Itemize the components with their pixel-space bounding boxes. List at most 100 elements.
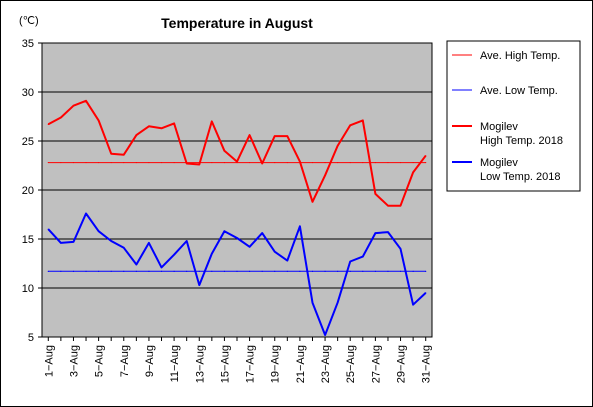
data-point — [85, 161, 87, 164]
data-point — [198, 163, 200, 166]
data-point — [412, 161, 414, 164]
data-point — [135, 134, 137, 136]
data-point — [261, 162, 263, 165]
data-point — [223, 230, 226, 232]
data-point — [160, 161, 163, 164]
data-point — [148, 242, 150, 244]
data-point — [135, 161, 137, 164]
data-point — [110, 153, 112, 155]
data-point — [387, 161, 389, 164]
x-tick-label: 3−Aug — [68, 345, 80, 377]
data-point — [286, 161, 288, 164]
data-point — [374, 193, 376, 195]
data-point — [236, 237, 238, 239]
data-point — [374, 161, 376, 164]
data-point — [387, 205, 389, 207]
data-point — [148, 270, 150, 272]
data-point — [72, 241, 75, 243]
data-point — [425, 155, 427, 157]
data-point — [160, 127, 163, 129]
legend-label-0: Ave. High Temp. — [480, 50, 560, 62]
data-point — [299, 225, 301, 227]
data-point — [135, 270, 137, 272]
data-point — [135, 263, 137, 266]
data-point — [173, 254, 175, 256]
legend-label-2-line-0: Mogilev — [480, 121, 518, 133]
x-tick-label: 27−Aug — [370, 345, 382, 383]
data-point — [311, 302, 314, 304]
data-point — [349, 124, 351, 126]
data-point — [261, 270, 263, 272]
data-point — [60, 116, 62, 119]
data-point — [286, 270, 288, 272]
legend-label-3-line-0: Mogilev — [480, 157, 518, 169]
data-point — [223, 150, 226, 152]
data-point — [211, 270, 213, 272]
y-tick-label: 10 — [22, 283, 34, 295]
y-tick-label: 35 — [22, 38, 34, 50]
data-point — [148, 125, 150, 127]
data-point — [387, 270, 389, 272]
data-point — [324, 161, 326, 164]
x-tick-label: 19−Aug — [270, 345, 282, 383]
data-point — [349, 260, 351, 263]
data-point — [173, 122, 175, 124]
x-tick-label: 25−Aug — [345, 345, 357, 383]
data-point — [425, 161, 427, 164]
data-point — [374, 270, 376, 272]
data-point — [98, 270, 100, 272]
data-point — [123, 154, 125, 156]
data-point — [399, 270, 402, 272]
data-point — [311, 270, 314, 272]
data-point — [173, 161, 175, 164]
data-point — [186, 270, 188, 272]
data-point — [198, 270, 200, 272]
data-point — [47, 123, 49, 125]
x-tick-label: 11−Aug — [169, 345, 181, 382]
data-point — [47, 228, 49, 230]
data-point — [60, 161, 62, 164]
data-point — [248, 270, 251, 272]
data-point — [412, 270, 414, 272]
data-point — [85, 100, 87, 102]
y-tick-label: 15 — [22, 234, 34, 246]
data-point — [186, 240, 188, 242]
x-tick-label: 7−Aug — [119, 345, 131, 377]
data-point — [248, 161, 251, 164]
data-point — [148, 161, 150, 164]
x-tick-label: 13−Aug — [194, 345, 206, 383]
data-point — [399, 248, 402, 250]
data-point — [173, 270, 175, 272]
legend-box — [446, 40, 581, 192]
data-point — [311, 201, 314, 203]
y-tick-label: 5 — [28, 332, 34, 344]
data-point — [349, 270, 351, 272]
legend-label-3-line-1: Low Temp. 2018 — [480, 171, 561, 183]
data-point — [286, 259, 288, 262]
data-point — [274, 161, 276, 164]
data-point — [248, 246, 251, 248]
x-tick-label: 15−Aug — [219, 345, 231, 383]
data-point — [186, 162, 188, 165]
x-tick-label: 5−Aug — [94, 345, 106, 377]
data-point — [362, 270, 364, 272]
data-point — [123, 161, 125, 164]
data-point — [110, 270, 112, 272]
data-point — [286, 135, 288, 137]
y-tick-label: 20 — [22, 185, 34, 197]
data-point — [223, 161, 226, 164]
data-point — [425, 270, 427, 272]
unit-label: (℃) — [19, 15, 39, 27]
data-point — [72, 105, 75, 107]
data-point — [223, 270, 226, 272]
data-point — [110, 161, 112, 164]
data-point — [47, 161, 49, 164]
data-point — [362, 161, 364, 164]
data-point — [123, 270, 125, 272]
data-point — [211, 120, 213, 122]
data-point — [274, 251, 276, 253]
data-point — [399, 205, 402, 207]
data-point — [98, 119, 100, 122]
data-point — [60, 270, 62, 272]
